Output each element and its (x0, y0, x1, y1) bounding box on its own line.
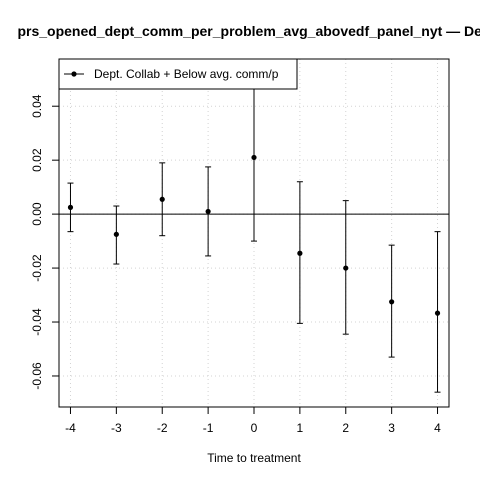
x-axis: -4 -3 -2 -1 0 1 2 3 4 (65, 406, 441, 435)
x-tick-label: -3 (111, 421, 122, 435)
x-tick-label: 3 (388, 421, 395, 435)
data-point (67, 204, 74, 210)
y-tick-label: 0.02 (30, 148, 44, 172)
x-tick-label: 2 (342, 421, 349, 435)
y-tick-label: 0.00 (30, 202, 44, 226)
x-tick-label: -4 (65, 421, 76, 435)
legend-point-marker (71, 71, 77, 77)
data-point (113, 231, 119, 237)
x-tick-label: 1 (297, 421, 304, 435)
data-point (159, 196, 165, 202)
data-point (434, 310, 441, 316)
data-point (251, 154, 257, 161)
data-point (205, 208, 211, 215)
legend: Dept. Collab + Below avg. comm/p (58, 58, 298, 90)
x-tick-label: 4 (434, 421, 441, 435)
x-axis-label: Time to treatment (207, 451, 301, 465)
x-tick-label: -2 (157, 421, 168, 435)
y-tick-label: -0.02 (30, 254, 44, 282)
data-point (389, 299, 395, 305)
x-tick-label: 0 (251, 421, 258, 435)
data-point (343, 265, 349, 271)
data-point (297, 250, 303, 256)
y-tick-label: 0.04 (30, 94, 44, 118)
legend-series-label: Dept. Collab + Below avg. comm/p (94, 67, 279, 81)
chart-title: prs_opened_dept_comm_per_problem_avg_abo… (17, 23, 480, 39)
y-axis: -0.06 -0.04 -0.02 0.00 0.02 0.04 (30, 94, 60, 390)
y-tick-label: -0.04 (30, 308, 44, 336)
series-points-and-error-bars (67, 73, 441, 393)
y-tick-label: -0.06 (30, 362, 44, 390)
x-tick-label: -1 (203, 421, 214, 435)
legend-box (58, 58, 298, 90)
